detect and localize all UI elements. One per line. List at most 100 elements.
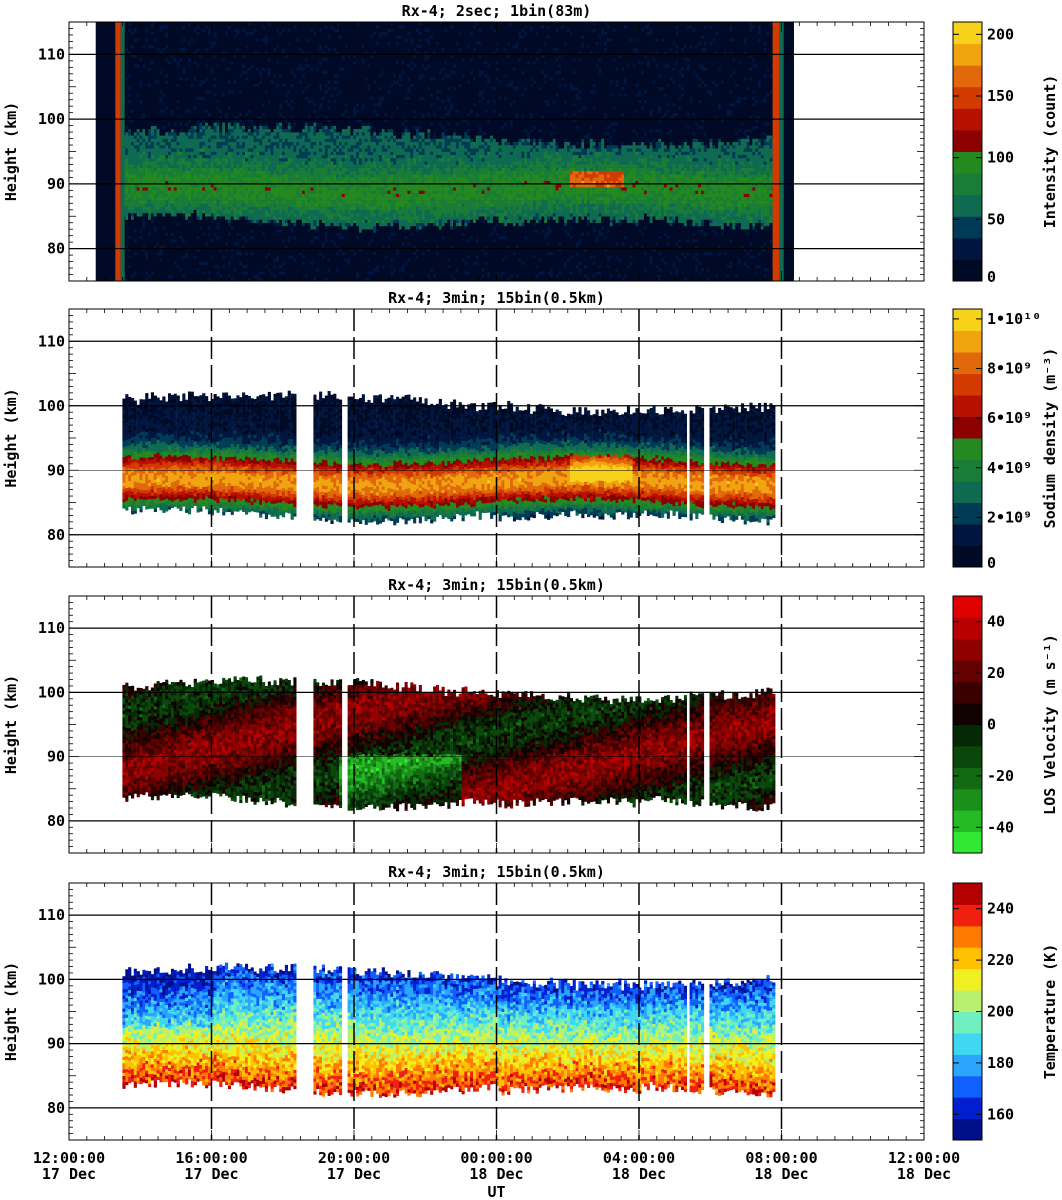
colorbar-segment bbox=[953, 745, 982, 768]
colorbar-segment bbox=[953, 22, 982, 45]
colorbar-tick-label: 40 bbox=[987, 613, 1005, 631]
colorbar-tick-label: -20 bbox=[987, 767, 1014, 785]
colorbar-tick-label: 150 bbox=[987, 87, 1014, 105]
colorbar-segment bbox=[953, 788, 982, 811]
colorbar-tick-label: 4•10⁹ bbox=[987, 459, 1032, 477]
y-tick-label: 110 bbox=[38, 619, 65, 637]
colorbar-segment bbox=[953, 459, 982, 482]
colorbar-frame bbox=[952, 308, 983, 568]
panel-3: 80 90 100 110 Height (km) Rx-4; 3min; 15bin(0… bbox=[2, 576, 1059, 854]
panel-title: Rx-4; 3min; 15bin(0.5km) bbox=[388, 576, 605, 594]
panel-1: 80 90 100 110 Height (km) Rx-4; 2sec; 1bin(83… bbox=[2, 2, 1059, 286]
colorbar-tick-label: -40 bbox=[987, 818, 1014, 836]
y-axis-label: Height (km) bbox=[2, 388, 20, 487]
colorbar: 0 50 100 150 200 Intensity (count) bbox=[952, 21, 1059, 286]
colorbar-segment bbox=[953, 216, 982, 239]
x-tick-date: 17 Dec bbox=[184, 1165, 238, 1183]
colorbar: 0 2•10⁹ 4•10⁹ 6•10⁹ 8•10⁹ 1•10¹⁰ Sodium densit… bbox=[952, 308, 1059, 572]
colorbar-segment bbox=[953, 1054, 982, 1077]
colorbar-segment bbox=[953, 545, 982, 568]
colorbar-segment bbox=[953, 237, 982, 260]
y-tick-label: 80 bbox=[47, 1099, 65, 1117]
colorbar-tick-label: 220 bbox=[987, 951, 1014, 969]
colorbar-segment bbox=[953, 86, 982, 109]
colorbar-segment bbox=[953, 151, 982, 174]
colorbar-segment bbox=[953, 990, 982, 1012]
y-tick-label: 80 bbox=[47, 812, 65, 830]
colorbar-segment bbox=[953, 831, 982, 854]
colorbar-segment bbox=[953, 259, 982, 282]
x-tick-time: 20:00:00 bbox=[318, 1149, 390, 1167]
colorbar-label: Intensity (count) bbox=[1041, 75, 1059, 229]
colorbar-segment bbox=[953, 703, 982, 725]
x-tick-date: 17 Dec bbox=[327, 1165, 381, 1183]
panel-title: Rx-4; 3min; 15bin(0.5km) bbox=[388, 289, 605, 307]
colorbar-segment bbox=[953, 352, 982, 374]
x-tick-time: 00:00:00 bbox=[460, 1149, 532, 1167]
x-tick-time: 04:00:00 bbox=[603, 1149, 675, 1167]
colorbar-segment bbox=[953, 129, 982, 152]
colorbar-segment bbox=[953, 681, 982, 704]
colorbar-tick-label: 200 bbox=[987, 25, 1014, 43]
colorbar-segment bbox=[953, 883, 982, 905]
y-tick-label: 100 bbox=[38, 683, 65, 701]
y-tick-label: 110 bbox=[38, 906, 65, 924]
colorbar-segment bbox=[953, 617, 982, 640]
y-tick-label: 90 bbox=[47, 1035, 65, 1053]
colorbar-tick-label: 180 bbox=[987, 1054, 1014, 1072]
panel-title: Rx-4; 3min; 15bin(0.5km) bbox=[388, 863, 605, 881]
y-tick-label: 80 bbox=[47, 526, 65, 544]
colorbar-segment bbox=[953, 968, 982, 991]
colorbar-segment bbox=[953, 925, 982, 948]
y-tick-label: 90 bbox=[47, 748, 65, 766]
y-tick-label: 100 bbox=[38, 110, 65, 128]
colorbar-label: Temperature (K) bbox=[1041, 944, 1059, 1079]
colorbar-segment bbox=[953, 373, 982, 396]
x-tick-time: 12:00:00 bbox=[33, 1149, 105, 1167]
colorbar-tick-label: 0 bbox=[987, 268, 996, 286]
colorbar-segment bbox=[953, 638, 982, 661]
colorbar-tick-label: 160 bbox=[987, 1105, 1014, 1123]
y-tick-label: 90 bbox=[47, 461, 65, 479]
y-axis-label: Height (km) bbox=[2, 102, 20, 201]
panel-2: 80 90 100 110 Height (km) Rx-4; 3min; 15bin(0… bbox=[2, 289, 1059, 572]
x-tick-time: 08:00:00 bbox=[745, 1149, 817, 1167]
colorbar-segment bbox=[953, 1075, 982, 1098]
colorbar-segment bbox=[953, 502, 982, 525]
y-tick-label: 80 bbox=[47, 240, 65, 258]
colorbar-frame bbox=[952, 21, 983, 282]
colorbar-segment bbox=[953, 43, 982, 66]
colorbar-segment bbox=[953, 904, 982, 927]
y-tick-label: 110 bbox=[38, 45, 65, 63]
colorbar: 160 180 200 220 240 Temperature (K) bbox=[952, 882, 1059, 1141]
colorbar-label: Sodium density (m⁻³) bbox=[1041, 348, 1059, 529]
colorbar-segment bbox=[953, 481, 982, 503]
colorbar-tick-label: 100 bbox=[987, 149, 1014, 167]
y-tick-label: 100 bbox=[38, 397, 65, 415]
panel-4: 80 90 100 110 Height (km) Rx-4; 3min; 15bin(0… bbox=[2, 863, 1059, 1141]
heatmap bbox=[122, 962, 776, 1098]
colorbar-tick-label: 240 bbox=[987, 900, 1014, 918]
colorbar-segment bbox=[953, 416, 982, 439]
heatmap bbox=[95, 22, 794, 282]
y-axis-label: Height (km) bbox=[2, 675, 20, 774]
colorbar: -40 -20 0 20 40 LOS Velocity (m s⁻¹) bbox=[952, 595, 1059, 854]
y-tick-label: 110 bbox=[38, 332, 65, 350]
colorbar-segment bbox=[953, 767, 982, 790]
colorbar-segment bbox=[953, 524, 982, 546]
colorbar-tick-label: 6•10⁹ bbox=[987, 409, 1032, 427]
colorbar-segment bbox=[953, 1032, 982, 1055]
x-axis-label: UT bbox=[487, 1183, 505, 1200]
colorbar-tick-label: 0 bbox=[987, 554, 996, 572]
colorbar-tick-label: 200 bbox=[987, 1003, 1014, 1021]
colorbar-segment bbox=[953, 596, 982, 618]
colorbar-segment bbox=[953, 395, 982, 417]
x-tick-time: 16:00:00 bbox=[175, 1149, 247, 1167]
colorbar-tick-label: 1•10¹⁰ bbox=[987, 310, 1041, 328]
x-tick-date: 18 Dec bbox=[897, 1165, 951, 1183]
colorbar-tick-label: 50 bbox=[987, 210, 1005, 228]
colorbar-segment bbox=[953, 947, 982, 970]
heatmap bbox=[122, 675, 776, 812]
